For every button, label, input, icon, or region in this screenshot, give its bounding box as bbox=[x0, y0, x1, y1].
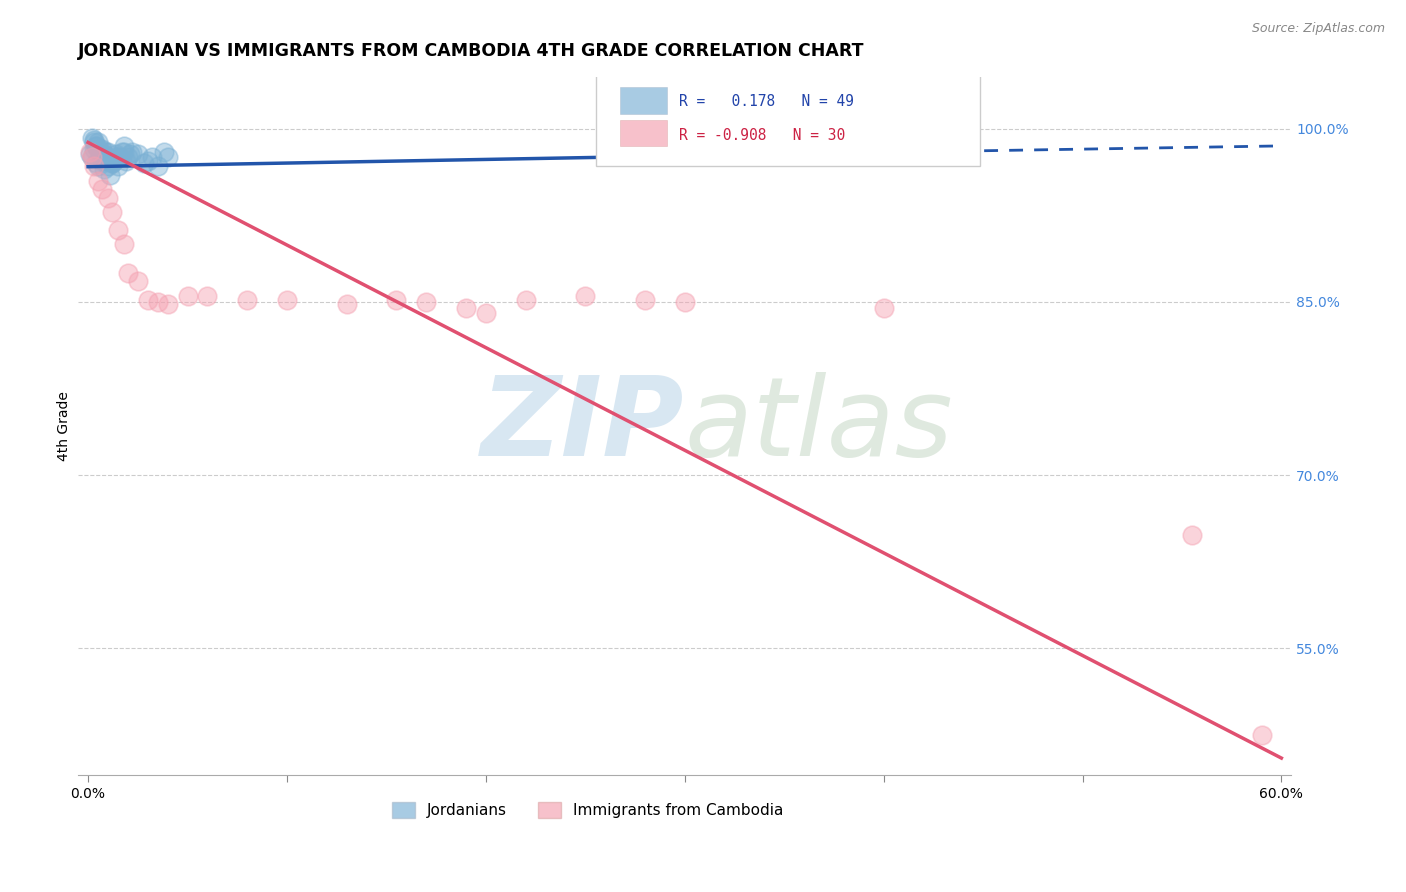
Point bbox=[1250, 728, 1272, 742]
Point bbox=[385, 293, 408, 307]
Point bbox=[141, 151, 163, 165]
Text: Source: ZipAtlas.com: Source: ZipAtlas.com bbox=[1251, 22, 1385, 36]
Point bbox=[98, 168, 121, 182]
Point bbox=[475, 306, 498, 320]
Legend: Jordanians, Immigrants from Cambodia: Jordanians, Immigrants from Cambodia bbox=[387, 796, 789, 824]
Point bbox=[107, 151, 129, 165]
Text: ZIP: ZIP bbox=[481, 373, 685, 480]
Point bbox=[1181, 528, 1204, 542]
Point bbox=[115, 153, 138, 168]
Point bbox=[121, 145, 143, 159]
FancyBboxPatch shape bbox=[620, 87, 666, 113]
Point bbox=[118, 147, 141, 161]
Point bbox=[127, 147, 149, 161]
Point bbox=[97, 191, 120, 205]
Text: R = -0.908   N = 30: R = -0.908 N = 30 bbox=[679, 128, 845, 143]
Point bbox=[91, 153, 114, 168]
Point bbox=[673, 294, 696, 309]
Point bbox=[91, 142, 114, 156]
Point bbox=[108, 151, 131, 165]
Point bbox=[197, 289, 219, 303]
Point bbox=[84, 139, 107, 153]
Point bbox=[80, 151, 103, 165]
Point bbox=[117, 151, 139, 165]
Point bbox=[89, 145, 111, 159]
Point bbox=[132, 156, 155, 170]
Point bbox=[83, 142, 105, 156]
Point bbox=[236, 293, 259, 307]
Point bbox=[107, 159, 129, 173]
FancyBboxPatch shape bbox=[620, 120, 666, 146]
Point bbox=[97, 159, 120, 173]
Point bbox=[89, 147, 111, 161]
Point bbox=[336, 297, 359, 311]
Point bbox=[136, 293, 159, 307]
Point bbox=[107, 223, 129, 237]
Point bbox=[94, 151, 117, 165]
Point bbox=[136, 153, 159, 168]
Point bbox=[83, 133, 105, 147]
Point bbox=[93, 147, 115, 161]
Point bbox=[156, 151, 179, 165]
Point bbox=[454, 301, 477, 315]
Point bbox=[152, 145, 174, 159]
Point bbox=[89, 142, 111, 156]
Point bbox=[79, 147, 101, 161]
Point bbox=[146, 294, 169, 309]
Point bbox=[127, 274, 149, 288]
Point bbox=[146, 159, 169, 173]
Point bbox=[97, 145, 120, 159]
Text: JORDANIAN VS IMMIGRANTS FROM CAMBODIA 4TH GRADE CORRELATION CHART: JORDANIAN VS IMMIGRANTS FROM CAMBODIA 4T… bbox=[79, 42, 865, 60]
Point bbox=[80, 130, 103, 145]
Point bbox=[111, 145, 134, 159]
Point bbox=[574, 289, 596, 303]
Point bbox=[112, 139, 135, 153]
Point bbox=[276, 293, 298, 307]
Point bbox=[112, 145, 135, 159]
Point bbox=[93, 151, 115, 165]
Point bbox=[112, 237, 135, 252]
Point bbox=[84, 156, 107, 170]
FancyBboxPatch shape bbox=[596, 75, 980, 166]
Point bbox=[83, 136, 105, 150]
Y-axis label: 4th Grade: 4th Grade bbox=[58, 391, 72, 461]
Point bbox=[176, 289, 198, 303]
Point bbox=[872, 301, 894, 315]
Point bbox=[101, 204, 124, 219]
Point bbox=[93, 161, 115, 176]
Point bbox=[84, 139, 107, 153]
Point bbox=[101, 156, 124, 170]
Point bbox=[117, 266, 139, 280]
Point bbox=[91, 181, 114, 195]
Point bbox=[415, 294, 437, 309]
Point bbox=[156, 297, 179, 311]
Point bbox=[101, 156, 124, 170]
Point bbox=[103, 153, 125, 168]
Point bbox=[101, 153, 124, 168]
Text: R =   0.178   N = 49: R = 0.178 N = 49 bbox=[679, 94, 853, 109]
Point bbox=[515, 293, 537, 307]
Point bbox=[107, 151, 129, 165]
Point bbox=[87, 173, 110, 187]
Text: atlas: atlas bbox=[685, 373, 953, 480]
Point bbox=[79, 145, 101, 159]
Point bbox=[87, 159, 110, 173]
Point bbox=[634, 293, 657, 307]
Point bbox=[83, 159, 105, 173]
Point bbox=[80, 151, 103, 165]
Point bbox=[754, 145, 776, 159]
Point bbox=[94, 145, 117, 159]
Point bbox=[97, 151, 120, 165]
Point bbox=[87, 136, 110, 150]
Point bbox=[104, 147, 127, 161]
